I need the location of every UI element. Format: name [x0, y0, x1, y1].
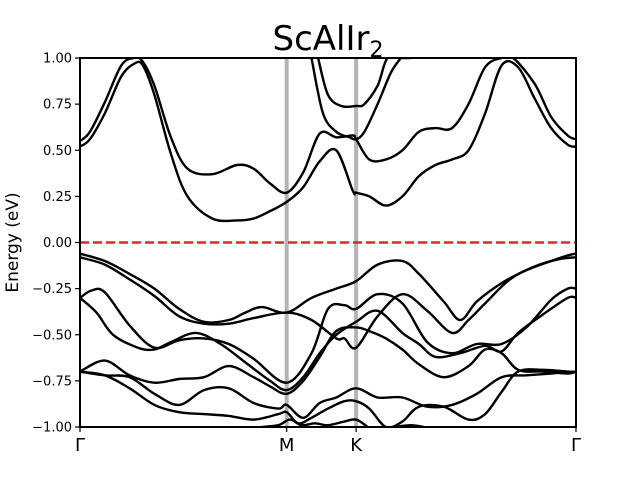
band-line [80, 326, 576, 396]
y-ticks: 1.00 0.75 0.50 0.25 0.00 −0.25 −0.50 −0.75 −1.00 [32, 52, 80, 436]
plot-frame [79, 57, 577, 428]
band-line [80, 256, 576, 350]
band-line [80, 58, 576, 195]
chart-title: ScAlIr2 [273, 19, 384, 63]
kpoint-label: Γ [75, 435, 85, 456]
y-axis-label: Energy (eV) [3, 192, 23, 292]
band-line [261, 418, 369, 427]
y-tick-label: 0.25 [43, 190, 72, 205]
y-tick-label: 0.50 [43, 144, 72, 159]
kpoint-label: Γ [571, 435, 581, 456]
band-line [310, 58, 402, 141]
band-line [316, 58, 411, 109]
kpoint-label: K [350, 435, 363, 456]
y-tick-label: 1.00 [43, 52, 72, 67]
band-line [80, 370, 576, 419]
y-tick-label: 0.00 [43, 236, 72, 251]
y-tick-label: 0.75 [43, 98, 72, 113]
y-tick-label: −0.25 [32, 282, 72, 297]
kpoint-label: M [279, 435, 295, 456]
band-line [80, 286, 576, 384]
y-tick-label: −0.75 [32, 374, 72, 389]
band-line [80, 252, 576, 324]
bands [80, 58, 576, 427]
y-tick-label: −1.00 [32, 421, 72, 436]
band-line [80, 368, 576, 427]
y-tick-label: −0.50 [32, 328, 72, 343]
band-line [80, 59, 576, 223]
